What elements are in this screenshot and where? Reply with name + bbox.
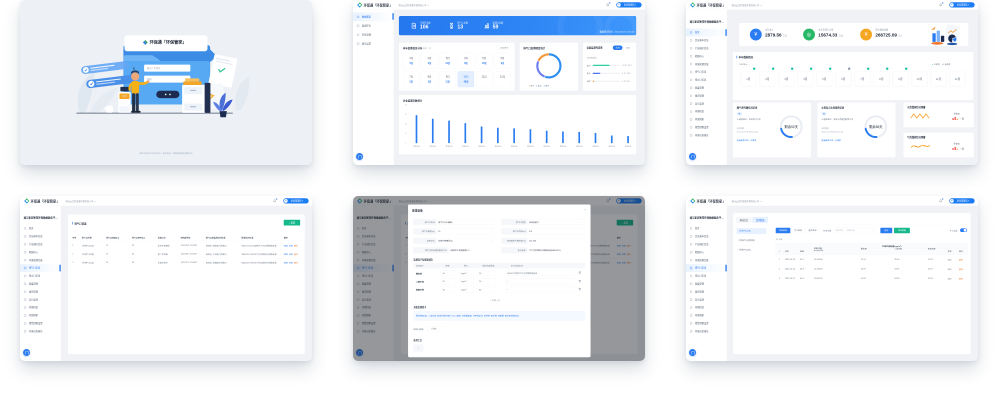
svg-text:剩余92天: 剩余92天 [784, 124, 798, 129]
svg-text:环保通「环保管家」: 环保通「环保管家」 [150, 39, 187, 45]
svg-text:一般: 一般 [960, 116, 965, 120]
svg-text:一般: 一般 [960, 146, 965, 150]
svg-text:密码: 密码 [147, 77, 152, 81]
svg-text:账号 / 手机号: 账号 / 手机号 [147, 66, 161, 70]
svg-text:剩余86天: 剩余86天 [869, 124, 883, 129]
